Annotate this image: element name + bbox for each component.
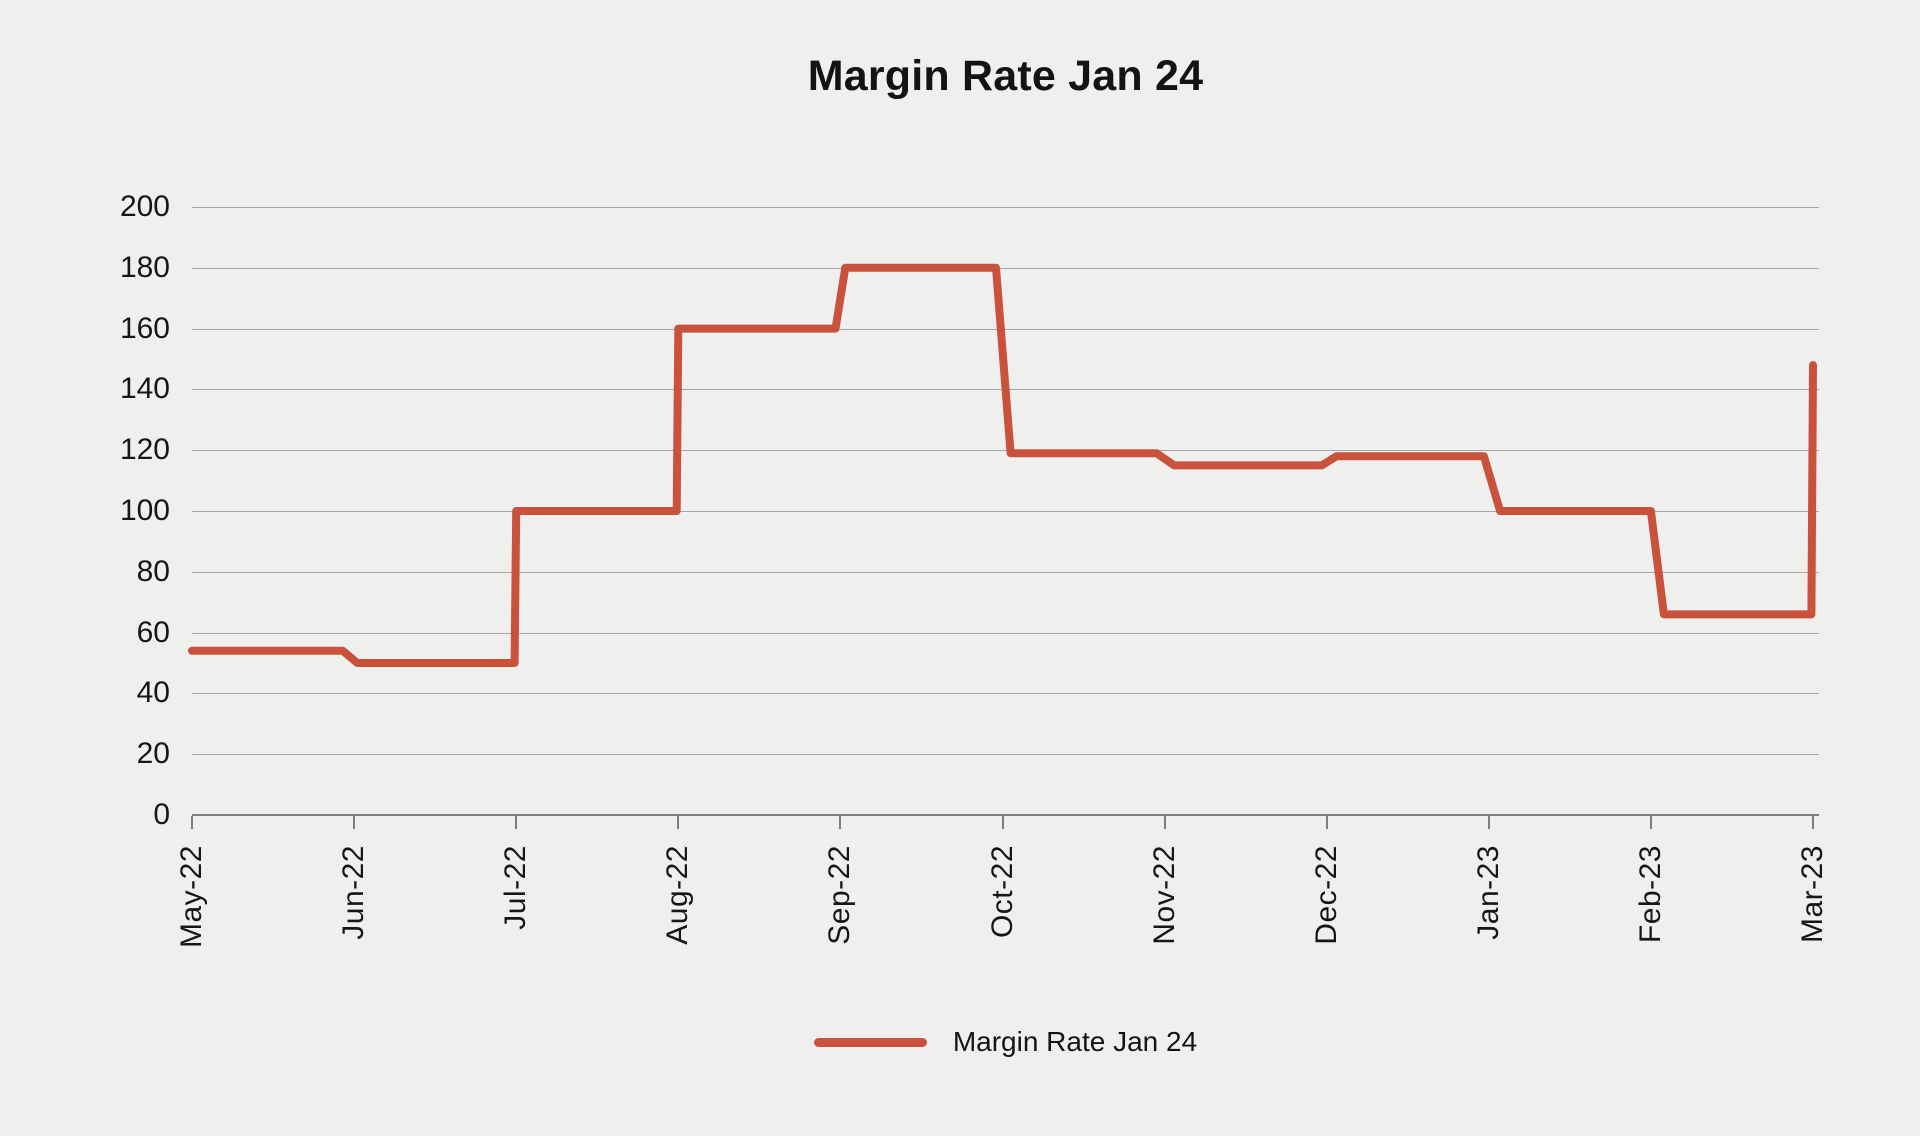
y-axis-label: 60 <box>136 615 170 649</box>
x-axis-tick <box>677 816 680 829</box>
y-axis-label: 0 <box>153 798 170 831</box>
y-axis-label: 40 <box>136 676 170 710</box>
y-axis-label: 160 <box>119 311 170 345</box>
x-axis-tick <box>1487 816 1490 829</box>
y-gridline <box>192 328 1819 330</box>
y-axis-label: 100 <box>119 494 170 527</box>
y-gridline <box>192 754 1819 756</box>
y-axis-label: 20 <box>136 737 170 771</box>
y-axis-label: 80 <box>136 554 170 588</box>
x-axis-tick <box>353 816 356 829</box>
y-gridline <box>192 571 1819 573</box>
x-axis-tick <box>1001 816 1004 829</box>
y-axis-label: 180 <box>119 250 170 284</box>
x-axis-line <box>192 814 1819 816</box>
x-axis-tick <box>839 816 842 829</box>
x-axis-tick <box>515 816 518 829</box>
y-axis-label: 140 <box>119 372 170 406</box>
chart-title: Margin Rate Jan 24 <box>807 52 1204 100</box>
x-axis-tick <box>1163 816 1166 829</box>
series-line <box>188 263 1817 667</box>
x-axis-tick <box>1325 816 1328 829</box>
y-axis-label: 200 <box>119 190 170 223</box>
y-gridline <box>192 632 1819 634</box>
legend: Margin Rate Jan 24 <box>192 1020 1819 1064</box>
legend-line-swatch <box>813 1037 927 1047</box>
legend-label: Margin Rate Jan 24 <box>952 1026 1198 1057</box>
y-axis-label: 120 <box>119 433 170 467</box>
y-gridline <box>192 267 1819 269</box>
y-gridline <box>192 450 1819 452</box>
y-gridline <box>192 207 1819 208</box>
x-axis-tick <box>1812 816 1814 829</box>
x-axis-tick <box>191 816 193 829</box>
y-gridline <box>192 693 1819 695</box>
y-gridline <box>192 511 1819 512</box>
x-axis-tick <box>1649 816 1652 829</box>
